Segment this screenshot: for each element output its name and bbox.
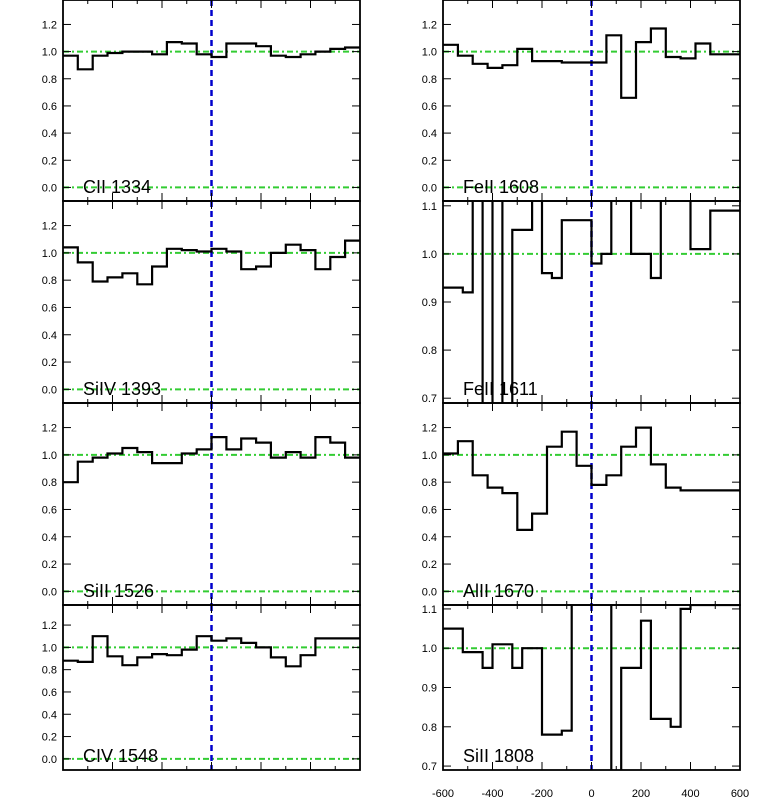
y-tick-label: 1.2	[42, 620, 57, 632]
y-tick-label: 1.2	[42, 19, 57, 31]
y-tick-label: 0.8	[422, 74, 437, 86]
panel: 0.0 0.2 0.4 0.6 0.8 1.0 1.2 CII 1334	[42, 0, 361, 202]
y-tick-label: 1.0	[42, 47, 57, 59]
y-tick-label: 1.0	[422, 47, 437, 59]
y-tick-label: 0.6	[422, 101, 437, 113]
panel-label: CII 1334	[83, 177, 151, 197]
spectrum-line	[443, 27, 740, 99]
y-tick-label: 0.6	[42, 504, 57, 516]
panel: 0.0 0.2 0.4 0.6 0.8 1.0 1.2 FeII 1608	[422, 0, 741, 202]
y-tick-label: 1.2	[422, 19, 437, 31]
y-tick-label: 0.9	[422, 297, 437, 309]
spectrum-line	[63, 635, 360, 668]
panel: 0.0 0.2 0.4 0.6 0.8 1.0 1.2 SiIV 1393	[42, 200, 361, 404]
panel-plot-area	[63, 0, 360, 201]
y-tick-label: 0.4	[42, 330, 57, 342]
panel-label: FeII 1608	[463, 177, 539, 197]
y-tick-label: 0.7	[422, 761, 437, 773]
y-tick-label: 1.0	[422, 249, 437, 261]
y-tick-label: 0.8	[42, 665, 57, 677]
x-tick-label: -200	[531, 788, 553, 800]
y-tick-label: 0.0	[422, 182, 437, 194]
panel-label: AlII 1670	[463, 581, 534, 601]
panel-plot-area	[443, 0, 740, 201]
spectrum-line	[443, 201, 740, 403]
panel-label: FeII 1611	[463, 379, 538, 399]
spectrum-line	[443, 605, 740, 770]
x-tick-label: 400	[681, 788, 699, 800]
y-tick-label: 0.0	[42, 182, 57, 194]
panel-plot-area	[443, 403, 740, 605]
y-tick-label: 0.4	[42, 709, 57, 721]
y-tick-label: 0.8	[42, 275, 57, 287]
y-tick-label: 0.7	[422, 393, 437, 405]
y-tick-label: 0.6	[42, 101, 57, 113]
y-tick-label: 1.2	[422, 423, 437, 435]
spectrum-line	[443, 426, 740, 531]
x-tick-label: 0	[588, 788, 594, 800]
y-tick-label: 0.6	[422, 504, 437, 516]
y-tick-label: 0.8	[42, 477, 57, 489]
y-tick-label: 1.1	[422, 201, 437, 213]
y-tick-label: 1.0	[42, 248, 57, 260]
y-tick-label: 1.1	[422, 604, 437, 616]
y-tick-label: 1.0	[42, 450, 57, 462]
y-tick-label: 0.4	[422, 128, 437, 140]
panel-label: SiIV 1393	[83, 379, 161, 399]
y-tick-label: 0.4	[42, 128, 57, 140]
panel: 0.0 0.2 0.4 0.6 0.8 1.0 1.2 CIV 1548	[42, 604, 361, 771]
y-tick-label: 1.2	[42, 221, 57, 233]
y-tick-label: 1.0	[422, 643, 437, 655]
y-tick-label: 0.2	[422, 559, 437, 571]
x-tick-label: -600	[432, 788, 454, 800]
y-tick-label: 0.6	[42, 302, 57, 314]
y-tick-label: 1.0	[42, 642, 57, 654]
panel-label: SiII 1526	[83, 581, 154, 601]
y-tick-label: 0.8	[42, 74, 57, 86]
y-tick-label: 0.2	[42, 357, 57, 369]
spectrum-line	[63, 239, 360, 286]
y-tick-label: 1.0	[422, 450, 437, 462]
y-tick-label: 0.9	[422, 683, 437, 695]
panel-label: SiII 1808	[463, 746, 534, 766]
x-tick-label: 600	[731, 788, 749, 800]
y-tick-label: 0.8	[422, 722, 437, 734]
panel: 0.0 0.2 0.4 0.6 0.8 1.0 1.2 AlII 1670	[422, 402, 741, 606]
panel-plot-area	[63, 403, 360, 605]
y-tick-label: 0.8	[422, 477, 437, 489]
panel: 0.7 0.8 0.9 1.0 1.1 -600 -400 -200 0 200 400 600 SiI…	[422, 604, 749, 800]
y-tick-label: 0.2	[422, 155, 437, 167]
y-tick-label: 0.4	[422, 532, 437, 544]
panel-label: CIV 1548	[83, 746, 158, 766]
panel-plot-area	[63, 605, 360, 770]
y-tick-label: 0.8	[422, 345, 437, 357]
y-tick-label: 1.2	[42, 423, 57, 435]
y-tick-label: 0.2	[42, 559, 57, 571]
panel-plot-area	[63, 201, 360, 403]
y-tick-label: 0.2	[42, 732, 57, 744]
panel-plot-area	[443, 605, 740, 770]
panel: 0.7 0.8 0.9 1.0 1.1 FeII 1611	[422, 200, 741, 405]
panel: 0.0 0.2 0.4 0.6 0.8 1.0 1.2 SiII 1526	[42, 402, 361, 606]
x-tick-label: -400	[481, 788, 503, 800]
y-tick-label: 0.2	[42, 155, 57, 167]
y-tick-label: 0.0	[42, 754, 57, 766]
y-tick-label: 0.6	[42, 687, 57, 699]
y-tick-label: 0.0	[42, 384, 57, 396]
y-tick-label: 0.0	[42, 586, 57, 598]
y-tick-label: 0.0	[422, 586, 437, 598]
x-tick-label: 200	[632, 788, 650, 800]
spectrum-line	[63, 41, 360, 71]
spectrum-line	[63, 436, 360, 484]
panel-plot-area	[443, 201, 740, 403]
y-tick-label: 0.4	[42, 532, 57, 544]
